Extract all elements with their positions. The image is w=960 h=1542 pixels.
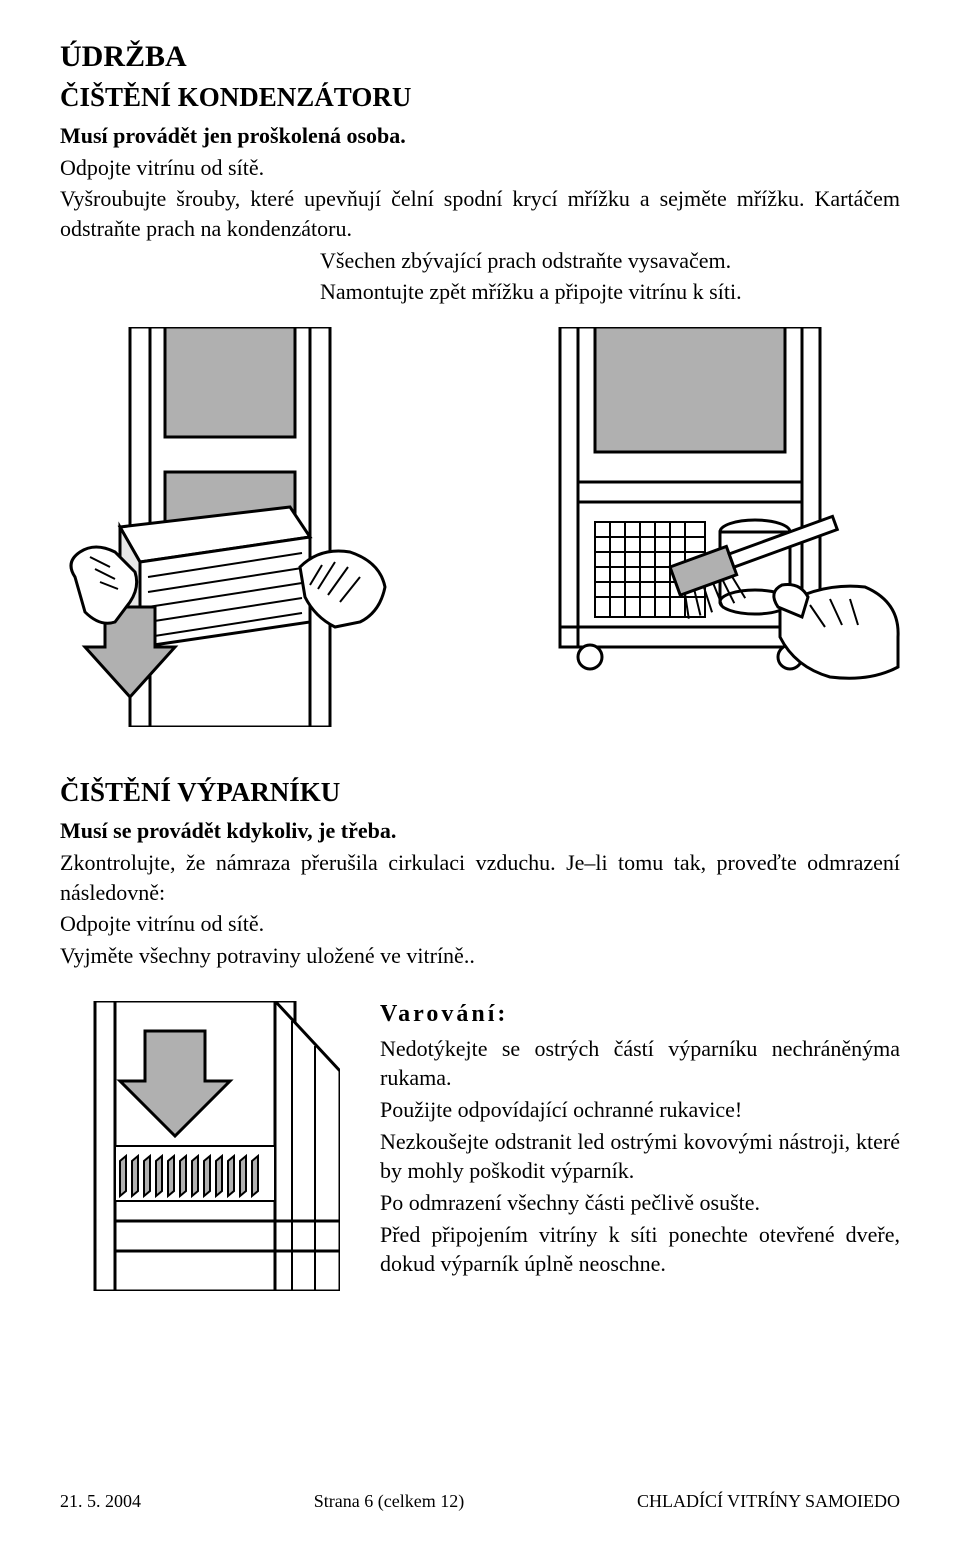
section1-heading: ČIŠTĚNÍ KONDENZÁTORU <box>60 82 900 113</box>
section1-p3: Vyšroubujte šrouby, které upevňují čelní… <box>60 184 900 243</box>
section2-heading: ČIŠTĚNÍ VÝPARNÍKU <box>60 777 900 808</box>
evaporator-illustration <box>60 1001 340 1291</box>
brush-condenser-illustration <box>520 327 900 707</box>
section1-p5: Namontujte zpět mřížku a připojte vitrín… <box>60 277 900 307</box>
section1-p1: Musí provádět jen proškolená osoba. <box>60 121 900 151</box>
warning-title: Varování: <box>380 1001 900 1028</box>
warning-p5: Před připojením vitríny k síti ponechte … <box>380 1220 900 1279</box>
page-footer: 21. 5. 2004 Strana 6 (celkem 12) CHLADÍC… <box>60 1491 900 1512</box>
section2-p2: Zkontrolujte, že námraza přerušila cirku… <box>60 848 900 907</box>
warning-p4: Po odmrazení všechny části pečlivě osušt… <box>380 1188 900 1218</box>
warning-p1: Nedotýkejte se ostrých částí výparníku n… <box>380 1034 900 1093</box>
footer-page: Strana 6 (celkem 12) <box>314 1491 464 1512</box>
warning-p3: Nezkoušejte odstranit led ostrými kovový… <box>380 1127 900 1186</box>
section2-p4: Vyjměte všechny potraviny uložené ve vit… <box>60 941 900 971</box>
remove-grille-illustration <box>60 327 400 727</box>
section1-p4: Všechen zbývající prach odstraňte vysava… <box>60 246 900 276</box>
page-title: ÚDRŽBA <box>60 40 900 74</box>
section2-p1: Musí se provádět kdykoliv, je třeba. <box>60 816 900 846</box>
footer-doc-title: CHLADÍCÍ VITRÍNY SAMOIEDO <box>637 1491 900 1512</box>
section1-p2: Odpojte vitrínu od sítě. <box>60 153 900 183</box>
section2-p3: Odpojte vitrínu od sítě. <box>60 909 900 939</box>
warning-p2: Použijte odpovídající ochranné rukavice! <box>380 1095 900 1125</box>
footer-date: 21. 5. 2004 <box>60 1491 141 1512</box>
